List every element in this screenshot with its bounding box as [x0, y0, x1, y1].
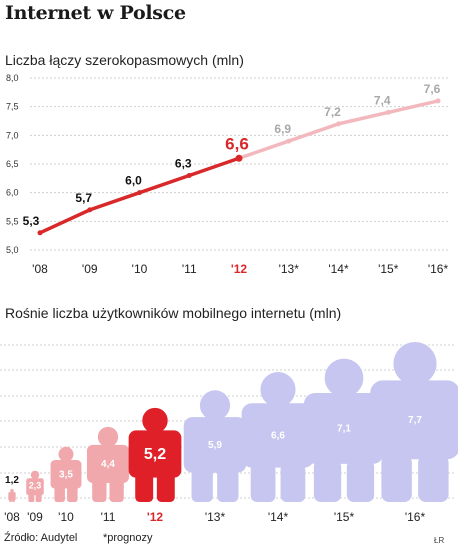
person-chart-title: Rośnie liczba użytkowników mobilnego int…	[5, 305, 342, 321]
y-tick-label: 7,5	[6, 102, 19, 112]
data-point	[37, 230, 43, 236]
person-icon	[50, 446, 82, 502]
x-tick-label: '11	[182, 262, 197, 276]
data-label: 7,6	[424, 82, 441, 96]
x-tick-label: '15*	[378, 262, 399, 276]
person-icon	[128, 407, 182, 502]
y-tick-label: 5,0	[6, 245, 19, 255]
data-point	[235, 154, 243, 162]
data-point	[435, 98, 441, 104]
x-tick-label: '16*	[405, 510, 426, 524]
data-label: 5,2	[144, 446, 166, 463]
line-chart-title: Liczba łączy szerokopasmowych (mln)	[5, 52, 244, 68]
data-label: 5,9	[208, 440, 222, 451]
data-point	[137, 190, 142, 196]
x-tick-label: '12	[231, 262, 248, 276]
data-point	[385, 109, 391, 115]
author-initials: ŁR	[434, 536, 445, 545]
data-label: 7,7	[408, 415, 422, 426]
y-tick-label: 7,0	[6, 130, 19, 140]
x-tick-label: '10	[58, 510, 74, 524]
y-tick-label: 6,5	[6, 159, 19, 169]
x-tick-label: '08	[4, 510, 20, 524]
x-tick-label: '14*	[268, 510, 289, 524]
person-icon	[241, 372, 315, 502]
data-label: 6,3	[175, 156, 192, 170]
x-tick-label: '14*	[328, 262, 349, 276]
data-label: 7,2	[324, 105, 341, 119]
y-tick-label: 6,0	[6, 188, 19, 198]
data-point	[286, 138, 292, 144]
x-tick-label: '09	[27, 510, 43, 524]
person-icon	[370, 342, 458, 502]
data-label: 4,4	[101, 459, 115, 470]
x-tick-label: '11	[101, 510, 116, 524]
data-label: 1,2	[5, 475, 19, 486]
source-note: Źródło: Audytel	[4, 532, 78, 544]
data-label: 6,9	[274, 122, 291, 136]
x-tick-label: '16*	[428, 262, 449, 276]
data-point	[87, 207, 93, 213]
x-tick-label: '12	[147, 510, 164, 524]
x-tick-label: '13*	[205, 510, 226, 524]
data-label: 6,0	[125, 174, 142, 188]
data-label: 7,1	[337, 423, 351, 434]
forecast-note: *prognozy	[103, 532, 153, 544]
person-icon	[183, 390, 247, 502]
data-label: 3,5	[59, 469, 73, 480]
y-tick-label: 8,0	[6, 73, 19, 83]
x-tick-label: '15*	[334, 510, 355, 524]
x-tick-label: '10	[132, 262, 148, 276]
data-label: 5,7	[75, 191, 92, 205]
person-icon	[86, 426, 130, 502]
x-tick-label: '09	[82, 262, 98, 276]
data-point	[186, 172, 192, 178]
x-tick-label: '08	[32, 262, 48, 276]
data-label: 5,3	[23, 214, 40, 228]
data-label: 6,6	[271, 430, 285, 441]
data-point	[336, 121, 341, 127]
data-label: 2,3	[29, 481, 42, 491]
x-tick-label: '13*	[279, 262, 300, 276]
data-label: 7,4	[374, 93, 391, 107]
page-title: Internet w Polsce	[5, 2, 186, 24]
broadband-line-chart: 5,0 5,5 6,0 6,5 7,0 7,5 8,0 5,3 '08 5,7 '09 6,0 '10 6…	[6, 73, 450, 276]
person-icon	[303, 358, 385, 502]
data-label: 6,6	[225, 134, 249, 153]
y-tick-label: 5,5	[6, 216, 19, 226]
person-icon	[26, 470, 44, 502]
person-icon	[8, 488, 16, 502]
